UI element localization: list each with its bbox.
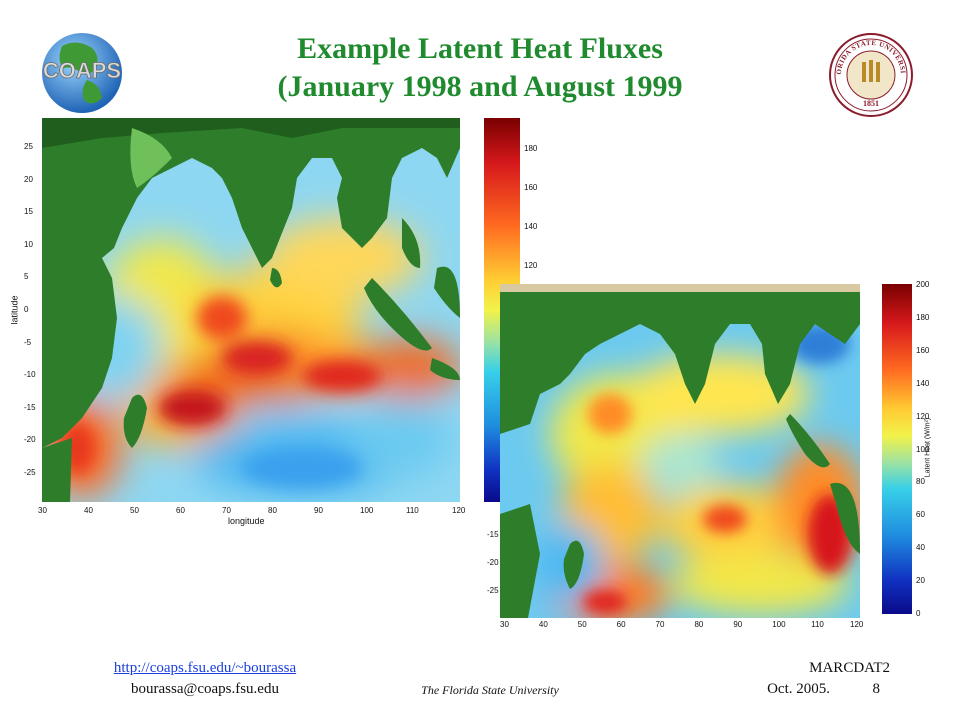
coaps-logo: COAPS <box>32 28 132 118</box>
colorbar-tick-label: 140 <box>916 378 930 388</box>
colorbar-tick-label: 60 <box>916 510 925 520</box>
y-tick-label: -5 <box>24 337 32 347</box>
page-number: 8 <box>872 681 881 697</box>
x-tick-label: 120 <box>850 620 864 629</box>
x-tick-label: 80 <box>268 506 277 515</box>
homepage-link[interactable]: http://coaps.fsu.edu/~bourassa <box>113 660 297 676</box>
y-tick-label: -15 <box>24 402 36 412</box>
x-tick-label: 90 <box>733 620 743 629</box>
seal-icon: FLORIDA STATE UNIVERSITY 1851 <box>825 26 913 117</box>
y-tick-label: 5 <box>24 272 29 282</box>
x-tick-label: 60 <box>616 620 626 629</box>
x-tick-label: 110 <box>406 506 419 515</box>
svg-text:1851: 1851 <box>863 99 879 108</box>
colorbar-tick-label: 40 <box>916 543 925 553</box>
colorbar-tick-label: 100 <box>916 444 930 454</box>
fsu-seal: FLORIDA STATE UNIVERSITY 1851 <box>825 26 914 118</box>
colorbar-tick-label: 120 <box>916 411 930 421</box>
x-tick-label: 40 <box>538 620 548 629</box>
x-tick-label: 40 <box>84 506 93 515</box>
y-tick-label: -10 <box>24 370 36 380</box>
colorbar-tick-label: 20 <box>916 576 925 586</box>
y-tick-label: -25 <box>487 586 499 595</box>
map1-ylabel: latitude <box>9 295 20 325</box>
x-tick-label: 90 <box>314 506 323 515</box>
presentation-date: Oct. 2005. <box>767 681 830 697</box>
x-tick-label: 50 <box>577 620 587 629</box>
x-tick-label: 70 <box>222 506 231 515</box>
colorbar-tick-label: 180 <box>524 144 538 153</box>
university-name: The Florida State University <box>421 683 559 697</box>
x-tick-label: 30 <box>38 506 47 515</box>
svg-text:COAPS: COAPS <box>43 58 121 83</box>
x-tick-label: 70 <box>655 620 665 629</box>
y-tick-label: -20 <box>487 558 499 567</box>
y-tick-label: 0 <box>24 305 29 314</box>
map1-xlabel: longitude <box>228 516 265 526</box>
y-tick-label: -20 <box>24 435 36 445</box>
conference-name: MARCDAT2 <box>809 660 890 676</box>
colorbar-tick-label: 160 <box>916 345 930 355</box>
slide-title: Example Latent Heat Fluxes (January 1998… <box>180 30 780 106</box>
x-tick-label: 120 <box>452 506 466 515</box>
x-tick-label: 50 <box>130 506 139 515</box>
y-tick-label: 15 <box>24 207 33 217</box>
y-tick-label: -25 <box>24 468 36 477</box>
colorbar-tick-label: 0 <box>916 609 921 618</box>
globe-icon: COAPS <box>42 33 122 113</box>
title-line-1: Example Latent Heat Fluxes <box>297 32 663 65</box>
colorbar-tick-label: 140 <box>524 221 538 231</box>
y-tick-label: 20 <box>24 174 33 184</box>
colorbar-tick-label: 200 <box>916 280 930 289</box>
x-tick-label: 100 <box>772 620 786 629</box>
y-tick-label: -15 <box>487 530 499 539</box>
y-tick-label: 25 <box>24 142 33 151</box>
colorbar-tick-label: 80 <box>916 477 925 487</box>
title-line-2: (January 1998 and August 1999 <box>277 70 683 103</box>
y-tick-label: 10 <box>24 239 33 249</box>
colorbar-2 <box>882 284 912 614</box>
heatmap-january-1998 <box>42 118 460 502</box>
x-tick-label: 100 <box>360 506 374 515</box>
x-tick-label: 80 <box>694 620 704 629</box>
colorbar-tick-label: 120 <box>524 260 538 270</box>
colorbar-tick-label: 180 <box>916 312 930 322</box>
colorbar-tick-label: 160 <box>524 182 538 192</box>
x-tick-label: 60 <box>176 506 185 515</box>
x-tick-label: 30 <box>500 620 509 629</box>
heatmap-august-1999 <box>500 284 860 618</box>
x-tick-label: 110 <box>811 620 824 629</box>
author-email: bourassa@coaps.fsu.edu <box>131 681 279 697</box>
